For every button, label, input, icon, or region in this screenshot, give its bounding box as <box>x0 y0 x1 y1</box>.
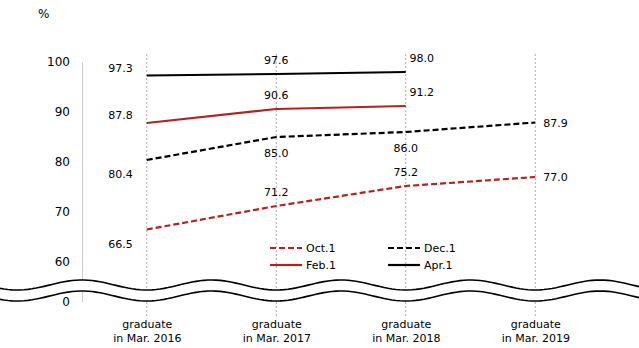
chart: 060708090100%graduatein Mar. 2016graduat… <box>0 0 639 348</box>
y-axis-line <box>82 63 83 303</box>
data-label: 97.6 <box>264 54 289 67</box>
y-tick: 70 <box>55 205 82 219</box>
legend: Oct.1 Dec.1 Feb.1 Apr.1 <box>270 242 456 272</box>
x-tick: graduatein Mar. 2019 <box>502 318 570 345</box>
grid-line <box>535 54 536 318</box>
y-tick: 90 <box>55 105 82 119</box>
axis-break <box>0 291 639 301</box>
x-tick: graduatein Mar. 2016 <box>113 318 181 345</box>
y-tick-label: 70 <box>55 205 70 219</box>
y-tick: 100 <box>47 55 82 69</box>
legend-swatch <box>270 247 302 249</box>
data-label: 90.6 <box>264 89 289 102</box>
legend-label: Feb.1 <box>306 259 336 272</box>
legend-item: Oct.1 <box>270 242 336 255</box>
legend-swatch <box>270 264 302 266</box>
legend-swatch <box>388 247 420 249</box>
grid-line <box>146 54 147 318</box>
y-tick-label: 90 <box>55 105 70 119</box>
x-tick-label: graduatein Mar. 2017 <box>243 318 311 345</box>
y-tick-label: 100 <box>47 55 70 69</box>
series-line <box>147 123 536 161</box>
grid <box>147 54 536 318</box>
series-line <box>147 72 406 76</box>
legend-label: Oct.1 <box>306 242 336 255</box>
y-tick: 60 <box>55 255 82 269</box>
y-tick-label: 0 <box>62 295 70 309</box>
data-labels: 66.5 71.2 75.2 77.0 80.4 85.0 86.0 87.9 87.8 90.6… <box>108 52 568 251</box>
legend-swatch <box>388 264 420 266</box>
axis-break <box>0 280 639 290</box>
data-label: 75.2 <box>394 166 419 179</box>
data-label: 87.8 <box>108 109 133 122</box>
y-tick: 80 <box>55 155 82 169</box>
y-tick-label: 60 <box>55 255 70 269</box>
data-label: 97.3 <box>108 62 133 75</box>
series-line <box>147 106 406 123</box>
x-tick-label: graduatein Mar. 2016 <box>113 318 181 345</box>
data-label: 71.2 <box>264 186 289 199</box>
legend-label: Dec.1 <box>424 242 456 255</box>
x-tick-label: graduatein Mar. 2019 <box>502 318 570 345</box>
axis-break-fill <box>0 280 639 301</box>
y-axis-title: % <box>38 7 49 21</box>
legend-label: Apr.1 <box>424 259 453 272</box>
x-axis: graduatein Mar. 2016 graduatein Mar. 2017… <box>83 318 601 345</box>
y-axis: 0 60 70 80 90 100 <box>47 55 82 309</box>
x-tick-label: graduatein Mar. 2018 <box>372 318 440 345</box>
data-label: 80.4 <box>108 168 133 181</box>
x-tick: graduatein Mar. 2017 <box>243 318 311 345</box>
data-label: 66.5 <box>108 238 133 251</box>
data-label: 91.2 <box>410 86 435 99</box>
legend-item: Feb.1 <box>270 259 336 272</box>
data-label: 86.0 <box>394 142 419 155</box>
data-label: 98.0 <box>410 52 435 65</box>
series-line <box>147 177 536 230</box>
plot-area <box>147 72 536 230</box>
data-label: 87.9 <box>543 117 568 130</box>
data-label: 77.0 <box>543 171 568 184</box>
legend-item: Dec.1 <box>388 242 456 255</box>
data-label: 85.0 <box>264 147 289 160</box>
x-tick: graduatein Mar. 2018 <box>372 318 440 345</box>
y-tick-label: 80 <box>55 155 70 169</box>
legend-item: Apr.1 <box>388 259 453 272</box>
y-tick: 0 <box>62 295 82 309</box>
